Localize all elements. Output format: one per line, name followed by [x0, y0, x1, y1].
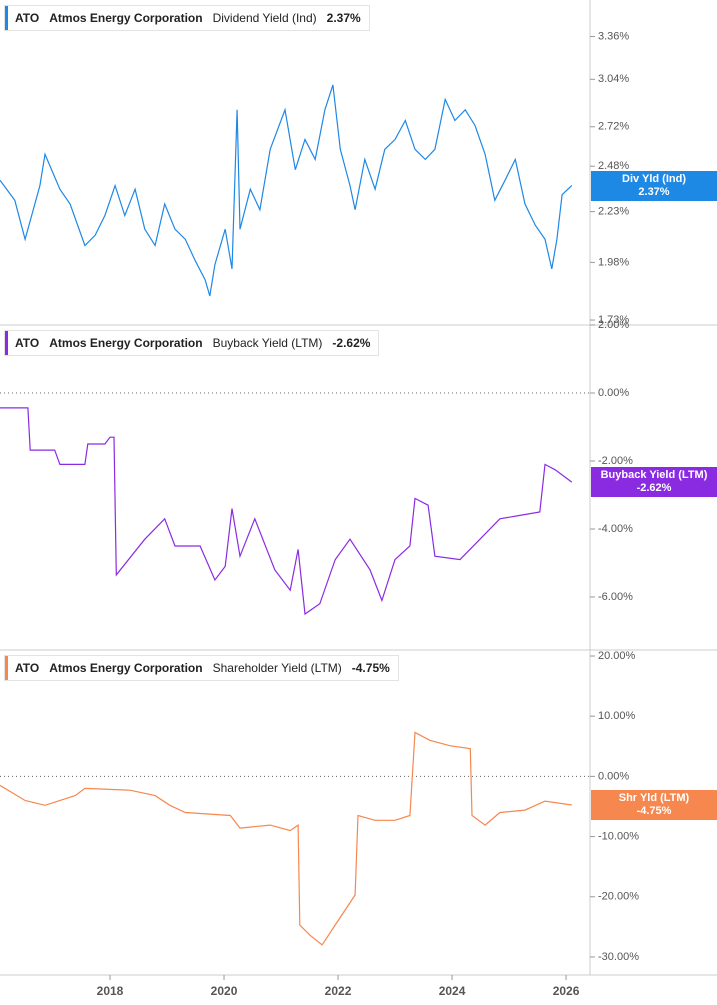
y-tick-label: 2.48% [598, 160, 629, 172]
badge-value: 2.37% [638, 185, 670, 198]
y-tick-label: 2.72% [598, 121, 629, 133]
ticker: ATO [15, 336, 40, 350]
badge-series-name: Div Yld (Ind) [622, 172, 686, 185]
badge-value: -2.62% [636, 482, 672, 495]
badge-value: -4.75% [636, 804, 672, 817]
badge-series-name: Shr Yld (LTM) [618, 791, 690, 804]
current-value-badge: Shr Yld (LTM) -4.75% [591, 789, 717, 820]
y-tick-label: 2.00% [598, 319, 629, 331]
legend-series-name: Shareholder Yield (LTM) [212, 661, 342, 675]
y-tick-label: 3.04% [598, 73, 629, 85]
x-tick-label: 2022 [325, 984, 352, 998]
y-tick-label: 3.36% [598, 30, 629, 42]
x-tick-label: 2020 [211, 984, 238, 998]
x-tick-label: 2024 [439, 984, 466, 998]
legend-series-name: Dividend Yield (Ind) [212, 11, 317, 25]
x-tick-label: 2018 [97, 984, 124, 998]
y-tick-label: 0.00% [598, 387, 629, 399]
legend-current-value: 2.37% [326, 11, 361, 25]
series-line [0, 84, 573, 297]
y-tick-label: 1.98% [598, 256, 629, 268]
legend: ATO Atmos Energy Corporation Shareholder Y… [4, 655, 399, 681]
legend: ATO Atmos Energy Corporation Dividend Yiel… [4, 5, 370, 31]
y-tick-label: 10.00% [598, 710, 636, 722]
legend-swatch [5, 6, 8, 30]
x-tick-label: 2026 [553, 984, 580, 998]
series-line [0, 407, 573, 616]
y-tick-label: -6.00% [598, 591, 633, 603]
legend-swatch [5, 656, 8, 680]
y-tick-label: 0.00% [598, 770, 629, 782]
legend: ATO Atmos Energy Corporation Buyback Yield… [4, 330, 380, 356]
legend-series-name: Buyback Yield (LTM) [212, 336, 323, 350]
y-tick-label: 2.23% [598, 206, 629, 218]
series-line [0, 731, 572, 946]
y-tick-label: -2.00% [598, 455, 633, 467]
legend-current-value: -2.62% [332, 336, 371, 350]
current-value-badge: Div Yld (Ind) 2.37% [591, 170, 717, 201]
ticker: ATO [15, 11, 40, 25]
y-tick-label: -30.00% [598, 951, 639, 963]
y-tick-label: 1.73% [598, 314, 629, 326]
ticker: ATO [15, 661, 40, 675]
legend-current-value: -4.75% [351, 661, 390, 675]
y-tick-label: -10.00% [598, 830, 639, 842]
legend-swatch [5, 331, 8, 355]
badge-series-name: Buyback Yield (LTM) [600, 469, 708, 482]
company-name: Atmos Energy Corporation [49, 11, 203, 25]
company-name: Atmos Energy Corporation [49, 661, 203, 675]
company-name: Atmos Energy Corporation [49, 336, 203, 350]
current-value-badge: Buyback Yield (LTM) -2.62% [591, 467, 717, 498]
y-tick-label: -4.00% [598, 523, 633, 535]
y-tick-label: 20.00% [598, 650, 636, 662]
y-tick-label: -20.00% [598, 891, 639, 903]
